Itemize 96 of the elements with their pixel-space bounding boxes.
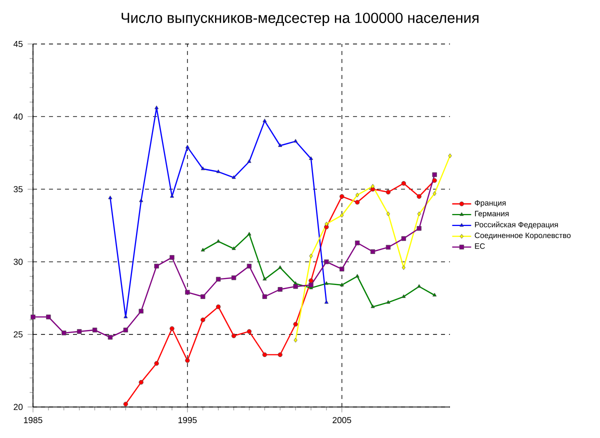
point bbox=[200, 166, 205, 170]
point bbox=[340, 212, 344, 218]
point bbox=[308, 278, 314, 283]
point bbox=[170, 326, 174, 331]
point bbox=[416, 194, 422, 199]
point bbox=[108, 334, 113, 340]
point bbox=[278, 352, 282, 358]
point bbox=[402, 265, 406, 270]
point bbox=[200, 294, 206, 299]
point bbox=[200, 318, 206, 322]
x-tick-label: 2005 bbox=[332, 417, 352, 424]
point bbox=[386, 300, 390, 304]
point bbox=[231, 334, 236, 338]
point bbox=[154, 361, 159, 366]
point bbox=[123, 402, 128, 406]
point bbox=[108, 196, 112, 200]
point bbox=[262, 294, 268, 299]
point bbox=[370, 249, 376, 254]
y-tick-label: 40 bbox=[14, 114, 23, 120]
point bbox=[402, 294, 406, 298]
point bbox=[448, 153, 452, 158]
point bbox=[416, 226, 422, 231]
point bbox=[308, 282, 314, 288]
y-tick-label: 20 bbox=[14, 404, 23, 410]
point bbox=[386, 212, 390, 216]
point bbox=[294, 338, 298, 343]
point bbox=[278, 143, 282, 147]
point bbox=[386, 190, 391, 194]
point bbox=[139, 198, 144, 202]
point bbox=[138, 308, 144, 314]
point bbox=[247, 159, 252, 163]
point bbox=[293, 284, 298, 289]
point bbox=[324, 300, 328, 304]
point bbox=[154, 106, 159, 110]
point bbox=[216, 239, 220, 243]
point bbox=[340, 282, 344, 286]
point bbox=[278, 287, 282, 292]
y-tick-label: 25 bbox=[14, 331, 23, 338]
point bbox=[185, 144, 190, 148]
point bbox=[77, 329, 82, 334]
point bbox=[432, 292, 437, 296]
point bbox=[293, 322, 298, 327]
point bbox=[170, 194, 174, 198]
point bbox=[154, 264, 159, 268]
point bbox=[30, 314, 36, 320]
point bbox=[246, 329, 252, 334]
point bbox=[401, 236, 406, 241]
point bbox=[324, 259, 329, 264]
point bbox=[355, 274, 360, 278]
y-tick-label: 35 bbox=[14, 186, 23, 192]
point bbox=[232, 175, 236, 179]
point bbox=[247, 232, 252, 236]
point bbox=[185, 358, 190, 363]
point bbox=[262, 118, 267, 122]
point bbox=[401, 181, 406, 186]
point bbox=[62, 330, 66, 336]
point bbox=[324, 281, 328, 285]
point bbox=[123, 328, 128, 332]
point bbox=[355, 200, 360, 205]
point bbox=[432, 191, 436, 196]
point bbox=[232, 246, 236, 250]
point bbox=[278, 265, 282, 269]
point bbox=[340, 266, 344, 272]
point bbox=[216, 169, 220, 174]
point bbox=[370, 304, 375, 308]
point bbox=[185, 290, 190, 295]
point bbox=[216, 304, 221, 310]
x-tick-label: 1995 bbox=[178, 417, 197, 424]
point bbox=[200, 248, 205, 252]
point bbox=[246, 264, 252, 268]
point bbox=[432, 172, 437, 177]
point bbox=[356, 192, 360, 198]
point bbox=[417, 212, 421, 216]
point bbox=[216, 276, 221, 282]
point bbox=[309, 254, 313, 258]
y-tick-label: 30 bbox=[14, 258, 23, 265]
point bbox=[370, 184, 375, 189]
point bbox=[294, 138, 298, 143]
point bbox=[417, 284, 422, 288]
point bbox=[124, 314, 128, 318]
point bbox=[262, 276, 267, 280]
point bbox=[432, 178, 437, 183]
point bbox=[138, 380, 144, 385]
point bbox=[324, 222, 328, 226]
x-tick-label: 1985 bbox=[24, 417, 42, 424]
point bbox=[46, 314, 51, 320]
point bbox=[170, 255, 174, 260]
point bbox=[262, 352, 268, 358]
point bbox=[231, 275, 236, 280]
point bbox=[386, 244, 391, 250]
point bbox=[92, 328, 98, 332]
chart-title: Число выпускников-медсестер на 100000 населения bbox=[122, 12, 478, 26]
point bbox=[308, 156, 314, 160]
point bbox=[340, 194, 344, 199]
point bbox=[355, 240, 360, 246]
y-tick-label: 45 bbox=[14, 40, 23, 48]
